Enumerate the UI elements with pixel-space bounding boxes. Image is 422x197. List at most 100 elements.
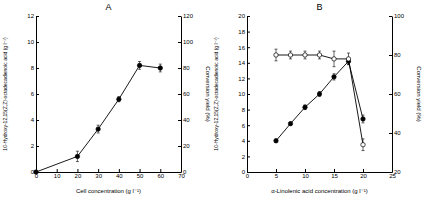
error-bar: [362, 139, 365, 151]
tick-mark: [247, 94, 250, 95]
tick-mark: [247, 47, 250, 48]
x-axis: 010203040506070: [35, 169, 186, 179]
error-bar: [318, 92, 321, 97]
tick-mark: [334, 169, 335, 172]
error-bar: [76, 151, 79, 161]
tick-label: 40: [183, 117, 190, 123]
error-bar: [333, 51, 336, 67]
tick-mark: [247, 141, 250, 142]
tick-mark: [178, 146, 181, 147]
error-bar: [159, 64, 162, 72]
tick-mark: [36, 42, 39, 43]
tick-label: 40: [116, 173, 123, 179]
tick-label: 0: [183, 169, 187, 175]
tick: 20: [178, 143, 190, 149]
tick-mark: [247, 125, 250, 126]
tick-label: 100: [394, 13, 405, 19]
tick: 12: [238, 76, 250, 82]
tick: 100: [178, 39, 194, 45]
tick-label: 20: [360, 173, 367, 179]
tick-label: 40: [394, 130, 401, 136]
marker: [303, 53, 307, 57]
tick: 6: [242, 123, 250, 129]
error-bar: [304, 51, 307, 59]
tick-label: 50: [137, 173, 144, 179]
tick-label: 8: [242, 107, 246, 113]
marker: [361, 143, 365, 147]
error-bar: [347, 53, 350, 65]
y2-axis: 20406080100: [389, 13, 405, 175]
tick-label: 5: [275, 173, 279, 179]
tick-mark: [305, 169, 306, 172]
tick-mark: [389, 94, 392, 95]
tick: 6: [31, 91, 39, 97]
tick-label: 0: [246, 173, 250, 179]
plot-area: [274, 49, 365, 150]
chart-root: 010203040506070024681012020406080100120A…: [0, 0, 422, 197]
marker: [274, 139, 278, 143]
tick-label: 0: [242, 169, 246, 175]
error-bar: [289, 122, 292, 125]
tick: 120: [178, 13, 194, 19]
tick-label: 10: [302, 173, 309, 179]
marker: [303, 105, 307, 109]
y2-axis: 020406080100120: [178, 13, 194, 175]
error-bar: [275, 49, 278, 61]
marker: [332, 75, 336, 79]
tick-mark: [363, 169, 364, 172]
tick: 12: [27, 13, 39, 19]
tick-label: 12: [27, 13, 34, 19]
tick-label: 60: [157, 173, 164, 179]
tick: 60: [389, 91, 401, 97]
tick-mark: [178, 42, 181, 43]
marker: [96, 127, 100, 131]
series-line: [276, 55, 363, 145]
axis-line: [181, 17, 182, 173]
tick: 10: [238, 91, 250, 97]
tick-label: 20: [75, 173, 82, 179]
tick-mark: [389, 133, 392, 134]
tick-mark: [178, 16, 181, 17]
tick: 0: [31, 169, 39, 175]
tick-mark: [178, 94, 181, 95]
tick-label: 2: [31, 143, 35, 149]
tick-mark: [247, 78, 250, 79]
tick: 30: [95, 169, 102, 179]
tick: 40: [116, 169, 123, 179]
tick: 10: [302, 169, 309, 179]
tick: 5: [275, 169, 279, 179]
tick-label: 14: [238, 60, 245, 66]
tick-mark: [160, 169, 161, 172]
error-bar: [333, 74, 336, 80]
tick-mark: [247, 16, 250, 17]
marker: [137, 63, 141, 67]
marker: [34, 170, 38, 174]
tick-mark: [98, 169, 99, 172]
tick: 14: [238, 60, 250, 66]
tick: 20: [238, 13, 250, 19]
tick: 60: [157, 169, 164, 179]
tick-label: 10: [238, 91, 245, 97]
series-line: [276, 61, 363, 141]
tick-label: 80: [394, 52, 401, 58]
y-axis: 024681012: [27, 13, 39, 175]
axis-line: [248, 172, 393, 173]
tick-mark: [36, 120, 39, 121]
tick-mark: [77, 169, 78, 172]
error-bar: [304, 105, 307, 110]
panel: 05101520250246810121416182020406080100Bα…: [213, 2, 422, 194]
tick-label: 12: [238, 76, 245, 82]
tick-label: 20: [238, 13, 245, 19]
x-axis-title: Cell concentration (g l⁻¹): [76, 188, 141, 194]
title: B: [316, 2, 322, 12]
tick-mark: [247, 110, 250, 111]
tick-mark: [119, 169, 120, 172]
axis-line: [392, 17, 393, 173]
tick-mark: [389, 16, 392, 17]
y-axis: 02468101214161820: [238, 13, 250, 175]
plot-layer: [274, 49, 365, 150]
tick: 20: [75, 169, 82, 179]
marker: [117, 97, 121, 101]
tick-mark: [57, 169, 58, 172]
tick: 16: [238, 45, 250, 51]
